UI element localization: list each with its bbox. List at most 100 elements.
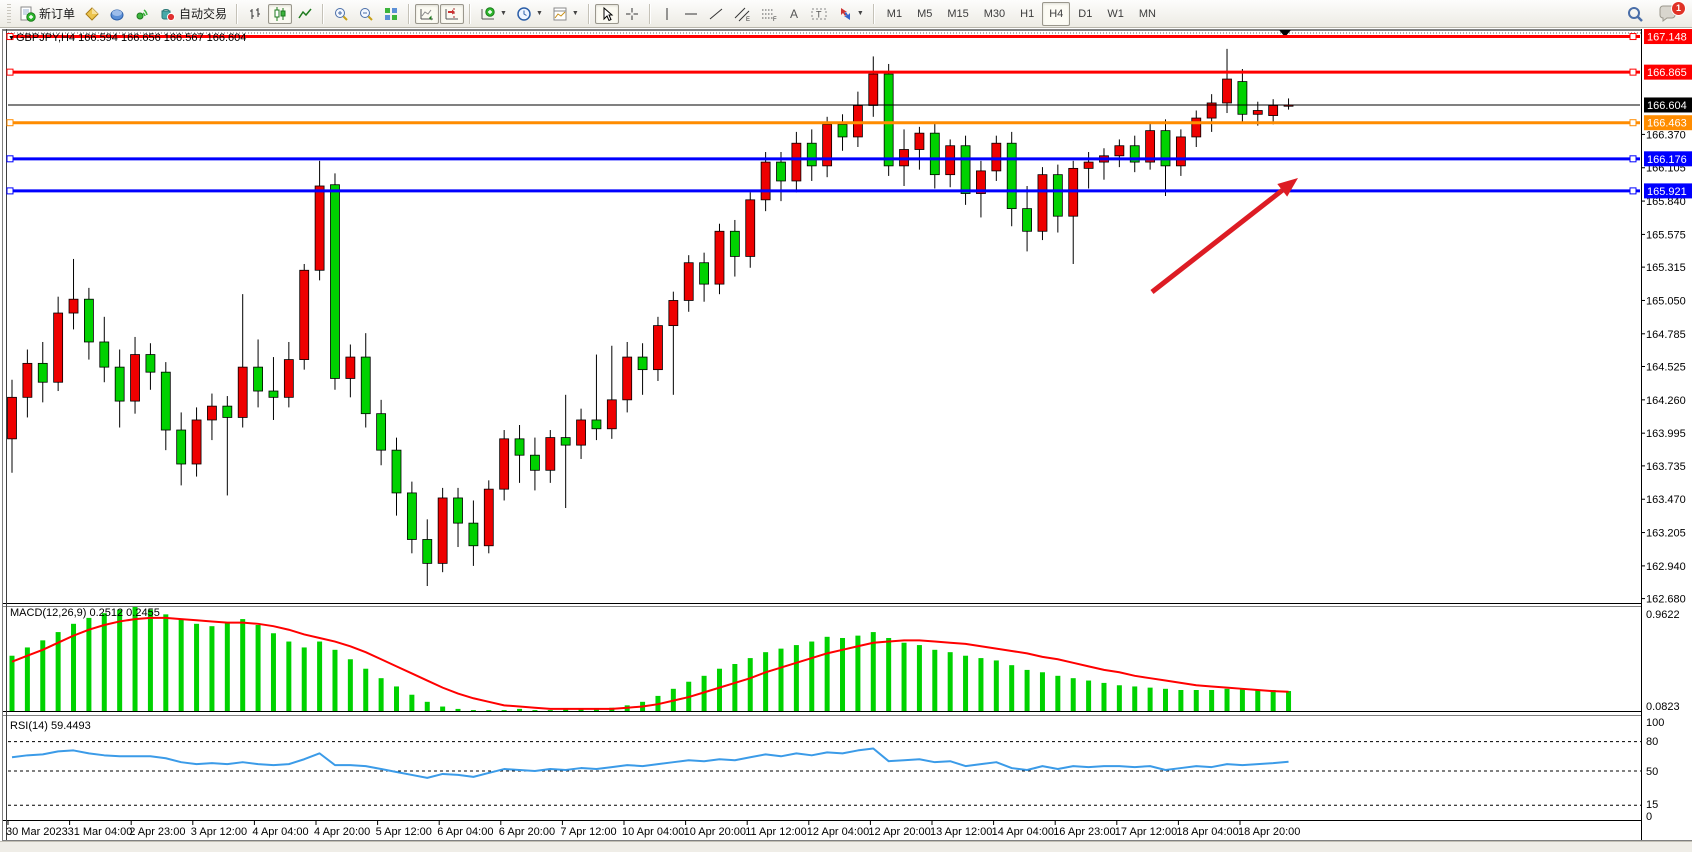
macd-bar bbox=[840, 637, 846, 711]
hline-handle[interactable] bbox=[1629, 119, 1637, 127]
price-label-text: 166.865 bbox=[1647, 67, 1687, 79]
trendline-tool-button[interactable] bbox=[704, 4, 728, 24]
market-watch-button[interactable] bbox=[80, 4, 104, 24]
arrow-shaft[interactable] bbox=[1150, 188, 1284, 294]
text-label-tool-button[interactable]: T bbox=[806, 4, 832, 24]
annotation-arrow[interactable] bbox=[1150, 178, 1298, 294]
timeframe-m1-button[interactable]: M1 bbox=[886, 7, 903, 20]
rsi-axis-label: 80 bbox=[1646, 736, 1658, 748]
timeframe-m5-button[interactable]: M5 bbox=[917, 7, 933, 20]
hline-handle[interactable] bbox=[1629, 68, 1637, 76]
arrows-tool-button[interactable]: ▼ bbox=[833, 4, 868, 24]
search-button[interactable] bbox=[1622, 4, 1648, 24]
templates-button[interactable]: ▼ bbox=[548, 4, 583, 24]
candle-bull bbox=[745, 199, 756, 257]
cursor-tool-button[interactable] bbox=[594, 3, 619, 24]
candlestick-mode-button[interactable] bbox=[268, 3, 293, 24]
macd-bar bbox=[163, 614, 169, 711]
hline-handle[interactable] bbox=[6, 187, 14, 195]
candle-bull bbox=[207, 405, 217, 421]
macd-axis-min: 0.0823 bbox=[1646, 701, 1680, 713]
candle-bear bbox=[960, 145, 971, 194]
hline-handle[interactable] bbox=[6, 119, 14, 127]
tile-windows-button[interactable] bbox=[379, 4, 403, 24]
horizontal-line-tool-button[interactable] bbox=[679, 4, 703, 24]
fibonacci-tool-button[interactable]: F bbox=[756, 4, 782, 24]
hline-handle[interactable] bbox=[6, 155, 14, 163]
chart-canvas[interactable]: 166.370166.105165.840165.575165.315165.0… bbox=[0, 28, 1692, 841]
timeframe-d1-button[interactable]: D1 bbox=[1078, 7, 1093, 20]
candlestick-icon bbox=[274, 6, 286, 21]
macd-bar bbox=[963, 655, 969, 711]
candle-bear bbox=[929, 132, 940, 176]
time-axis-label: 10 Apr 04:00 bbox=[622, 826, 684, 838]
macd-bar bbox=[947, 652, 953, 711]
vertical-line-tool-button[interactable] bbox=[656, 4, 678, 24]
hline-handle[interactable] bbox=[6, 68, 14, 76]
timeframe-m30-button[interactable]: M30 bbox=[983, 7, 1006, 20]
time-axis-label: 12 Apr 20:00 bbox=[868, 826, 930, 838]
candle-bear bbox=[222, 405, 233, 418]
macd-bar bbox=[747, 658, 753, 711]
hline-handle[interactable] bbox=[6, 33, 14, 41]
macd-bar bbox=[778, 648, 784, 711]
candle-bear bbox=[1052, 174, 1063, 217]
dropdown-caret-icon: ▼ bbox=[500, 10, 507, 17]
candle-bear bbox=[176, 429, 187, 465]
bar-chart-mode-button[interactable] bbox=[243, 4, 267, 24]
candle-bull bbox=[991, 142, 1002, 172]
indicators-button[interactable]: ▼ bbox=[476, 4, 511, 24]
candle-bear bbox=[1237, 81, 1248, 115]
autotrade-button[interactable]: 自动交易 bbox=[155, 4, 231, 24]
hline-handle[interactable] bbox=[1629, 187, 1637, 195]
search-icon bbox=[1628, 6, 1643, 22]
channel-tool-button[interactable]: E bbox=[729, 4, 755, 24]
macd-bar bbox=[178, 619, 184, 711]
svg-text:F: F bbox=[773, 17, 777, 22]
text-tool-button[interactable]: A bbox=[783, 4, 805, 24]
macd-bar bbox=[1039, 672, 1045, 711]
macd-bar bbox=[732, 663, 738, 711]
timeframe-h4-button[interactable]: H4 bbox=[1042, 1, 1071, 26]
candle-bull bbox=[483, 488, 494, 547]
hline-handle[interactable] bbox=[1629, 33, 1637, 41]
hline-handle[interactable] bbox=[1629, 155, 1637, 163]
candle-bull bbox=[1206, 102, 1217, 119]
zoom-in-button[interactable] bbox=[329, 4, 353, 24]
candle-bull bbox=[22, 362, 33, 398]
crosshair-tool-button[interactable] bbox=[620, 4, 644, 24]
candle-bear bbox=[1129, 145, 1140, 163]
periods-button[interactable]: ▼ bbox=[512, 4, 547, 24]
timeframe-w1-button[interactable]: W1 bbox=[1107, 7, 1124, 20]
toolbar-separator bbox=[587, 3, 590, 24]
chat-button[interactable]: 1 bbox=[1654, 0, 1686, 24]
price-tick-label: 163.735 bbox=[1646, 461, 1686, 473]
arrow-head[interactable] bbox=[1277, 178, 1298, 197]
macd-bar bbox=[224, 622, 230, 711]
symbol-collapse-icon[interactable]: ▼ bbox=[8, 35, 15, 42]
candle-bear bbox=[422, 539, 433, 564]
chart-shift-button[interactable] bbox=[440, 3, 465, 24]
macd-bar bbox=[255, 624, 261, 711]
rsi-axis-label: 15 bbox=[1646, 799, 1658, 811]
last-bar-marker bbox=[1279, 30, 1291, 37]
timeframe-mn-button[interactable]: MN bbox=[1138, 7, 1156, 20]
time-axis-label: 31 Mar 04:00 bbox=[68, 826, 133, 838]
zoom-out-button[interactable] bbox=[354, 4, 378, 24]
time-axis-label: 6 Apr 04:00 bbox=[437, 826, 493, 838]
candle-bull bbox=[7, 396, 17, 440]
macd-bar bbox=[1116, 685, 1122, 711]
timeframe-m15-button[interactable]: M15 bbox=[947, 7, 969, 20]
toolbar-grip[interactable] bbox=[7, 3, 11, 24]
signals-button[interactable] bbox=[130, 4, 154, 24]
new-order-button[interactable]: 新订单 bbox=[15, 4, 79, 24]
timeframe-h1-button[interactable]: H1 bbox=[1020, 7, 1035, 20]
line-chart-mode-button[interactable] bbox=[293, 4, 317, 24]
macd-label: MACD(12,26,9) 0.2512 0.2455 bbox=[10, 607, 160, 619]
candle-bull bbox=[345, 356, 356, 379]
candle-bear bbox=[453, 497, 463, 524]
navigator-button[interactable] bbox=[105, 4, 129, 24]
auto-scroll-button[interactable] bbox=[415, 3, 440, 24]
candle-bear bbox=[468, 522, 479, 547]
